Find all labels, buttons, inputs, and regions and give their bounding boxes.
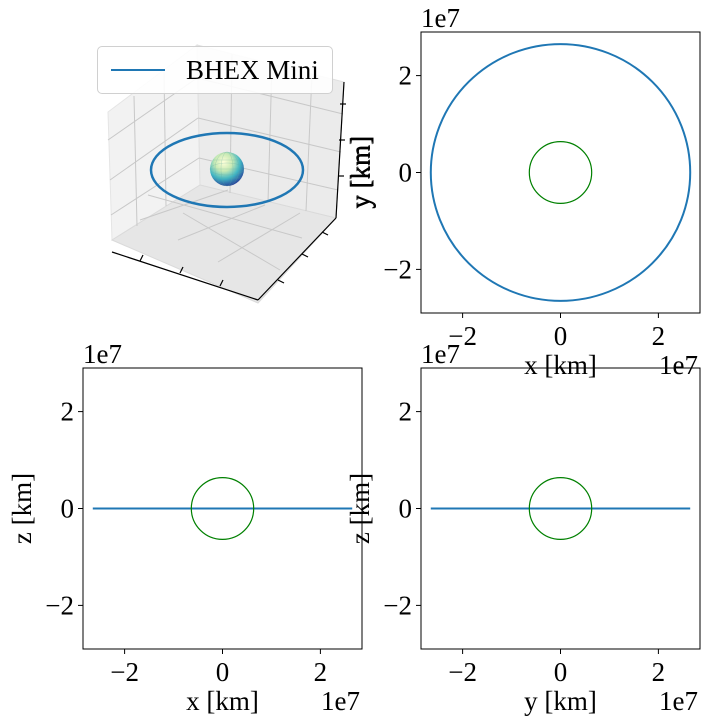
legend: BHEX Mini: [97, 46, 333, 94]
y-axis-label-xz: z [km]: [7, 473, 37, 544]
x-offset-label-xz: 1e7: [321, 686, 360, 716]
y-offset-label-xy: 1e7: [421, 3, 460, 33]
x-tick-label-yz: −2: [448, 657, 477, 687]
x-offset-label-xy: 1e7: [659, 350, 698, 380]
y-axis-label-xy: y [km]: [345, 136, 375, 209]
y-tick-label-xz: 2: [61, 397, 75, 427]
axis-ticks-3d: [111, 81, 346, 301]
y-tick-label-xz: 0: [61, 494, 75, 524]
x-tick-label-xy: −2: [448, 321, 477, 351]
x-tick-label-yz: 0: [554, 657, 568, 687]
y-offset-label-xz: 1e7: [83, 339, 122, 369]
x-axis-label-xy: x [km]: [524, 350, 597, 380]
x-axis-label-yz: y [km]: [524, 686, 597, 716]
y-tick-label-xy: −2: [383, 254, 412, 284]
series-earth-xy: [528, 141, 593, 204]
series-earth-xz: [190, 477, 255, 540]
x-tick-label-xz: 2: [314, 657, 328, 687]
orbit-3d: [149, 131, 305, 209]
y-tick-label-xz: −2: [45, 590, 74, 620]
x-tick-label-yz: 2: [652, 657, 666, 687]
series-orbit-xy: [429, 43, 692, 302]
y-axis-label-yz: z [km]: [345, 473, 375, 544]
y-tick-label-yz: 2: [399, 397, 413, 427]
y-tick-label-xy: 0: [399, 158, 413, 188]
x-axis-label-xz: x [km]: [186, 686, 259, 716]
axes-frame-xy: [420, 31, 701, 314]
legend-line-swatch: [111, 69, 165, 71]
x-offset-label-yz: 1e7: [659, 686, 698, 716]
x-tick-label-xz: −2: [110, 657, 139, 687]
y-tick-label-yz: −2: [383, 590, 412, 620]
axis-label-3d-y: y [km]: [346, 136, 376, 209]
x-tick-label-xz: 0: [216, 657, 230, 687]
y-tick-label-yz: 0: [399, 494, 413, 524]
x-tick-label-xy: 2: [652, 321, 666, 351]
y-offset-label-yz: 1e7: [421, 339, 460, 369]
sphere-earth-3d: [209, 151, 245, 187]
legend-label: BHEX Mini: [186, 55, 319, 85]
y-tick-label-xy: 2: [399, 61, 413, 91]
x-tick-label-xy: 0: [554, 321, 568, 351]
series-earth-yz: [528, 477, 593, 540]
